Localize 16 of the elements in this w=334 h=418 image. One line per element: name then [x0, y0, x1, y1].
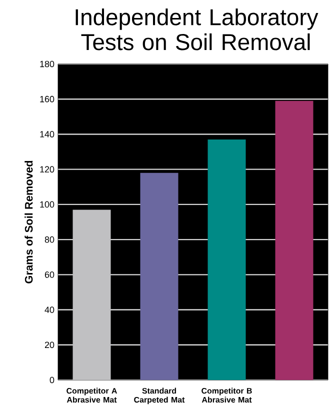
bar [140, 172, 178, 380]
bar [72, 210, 111, 380]
y-tick-label: 180 [40, 60, 54, 68]
y-tick-label: 120 [40, 166, 54, 173]
y-tick-label: 100 [40, 201, 54, 208]
y-tick-label: 40 [44, 306, 54, 313]
y-tick-label: 20 [44, 342, 54, 348]
chart-title: Independent Laboratory Tests on Soil Removal [76, 8, 318, 50]
y-tick-label: 60 [44, 271, 54, 278]
bar [275, 100, 314, 380]
y-tick-label: 140 [40, 131, 54, 138]
bar [208, 139, 246, 380]
y-tick-label: 160 [40, 96, 54, 102]
y-tick-label: 80 [44, 236, 54, 243]
y-tick-label: 0 [50, 376, 54, 384]
y-axis-title: Grams of Soil Removed [24, 160, 33, 284]
